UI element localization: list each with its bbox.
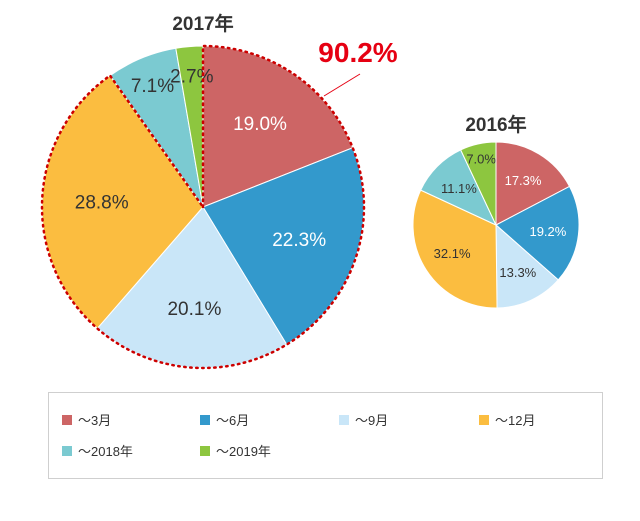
slice-label-2017-4: 7.1%: [131, 76, 174, 97]
slice-label-2017-2: 20.1%: [167, 299, 221, 320]
pie-slice-2016-5: [459, 141, 497, 226]
slice-label-2016-5: 7.0%: [466, 151, 496, 166]
legend: 〜3月 〜6月 〜9月 〜12月 〜2018年 〜2019年: [48, 392, 603, 479]
legend-label: 〜2018年: [78, 444, 133, 459]
legend-item-2019: 〜2019年: [200, 441, 271, 460]
legend-swatch: [62, 414, 72, 425]
legend-label: 〜2019年: [216, 444, 271, 459]
legend-item-dec: 〜12月: [479, 410, 535, 429]
slice-label-2016-1: 19.2%: [529, 224, 566, 239]
pie-slice-2016-1: [495, 185, 580, 281]
slice-label-2016-2: 13.3%: [499, 265, 536, 280]
chart-title-2017: 2017年: [172, 12, 233, 35]
annotation-90-2: 90.2%: [318, 37, 397, 68]
legend-item-sep: 〜9月: [339, 410, 388, 429]
legend-swatch: [479, 414, 489, 425]
pie-slice-2016-3: [412, 189, 498, 309]
pie-2016: 17.3% 19.2% 13.3% 32.1% 11.1% 7.0%: [412, 141, 580, 309]
cumulative-outline: [40, 44, 366, 370]
legend-item-jun: 〜6月: [200, 410, 249, 429]
slice-label-2017-1: 22.3%: [272, 230, 326, 251]
slice-label-2016-0: 17.3%: [505, 173, 542, 188]
legend-item-2018: 〜2018年: [62, 441, 133, 460]
legend-label: 〜9月: [355, 413, 389, 428]
legend-label: 〜3月: [78, 413, 112, 428]
legend-label: 〜6月: [216, 413, 250, 428]
legend-swatch: [62, 445, 72, 456]
pie-slice-2016-0: [495, 141, 571, 226]
legend-swatch: [200, 414, 210, 425]
legend-swatch: [339, 414, 349, 425]
slice-label-2016-4: 11.1%: [441, 181, 477, 196]
slice-label-2017-5: 2.7%: [170, 66, 213, 87]
slice-label-2016-3: 32.1%: [434, 246, 471, 261]
legend-swatch: [200, 445, 210, 456]
slice-label-2017-0: 19.0%: [233, 114, 287, 135]
slice-label-2017-3: 28.8%: [75, 193, 129, 214]
annotation-leader: [323, 73, 361, 97]
legend-label: 〜12月: [495, 413, 536, 428]
legend-item-mar: 〜3月: [62, 410, 111, 429]
chart-title-2016: 2016年: [465, 113, 526, 136]
pie-slice-2016-2: [495, 223, 559, 309]
